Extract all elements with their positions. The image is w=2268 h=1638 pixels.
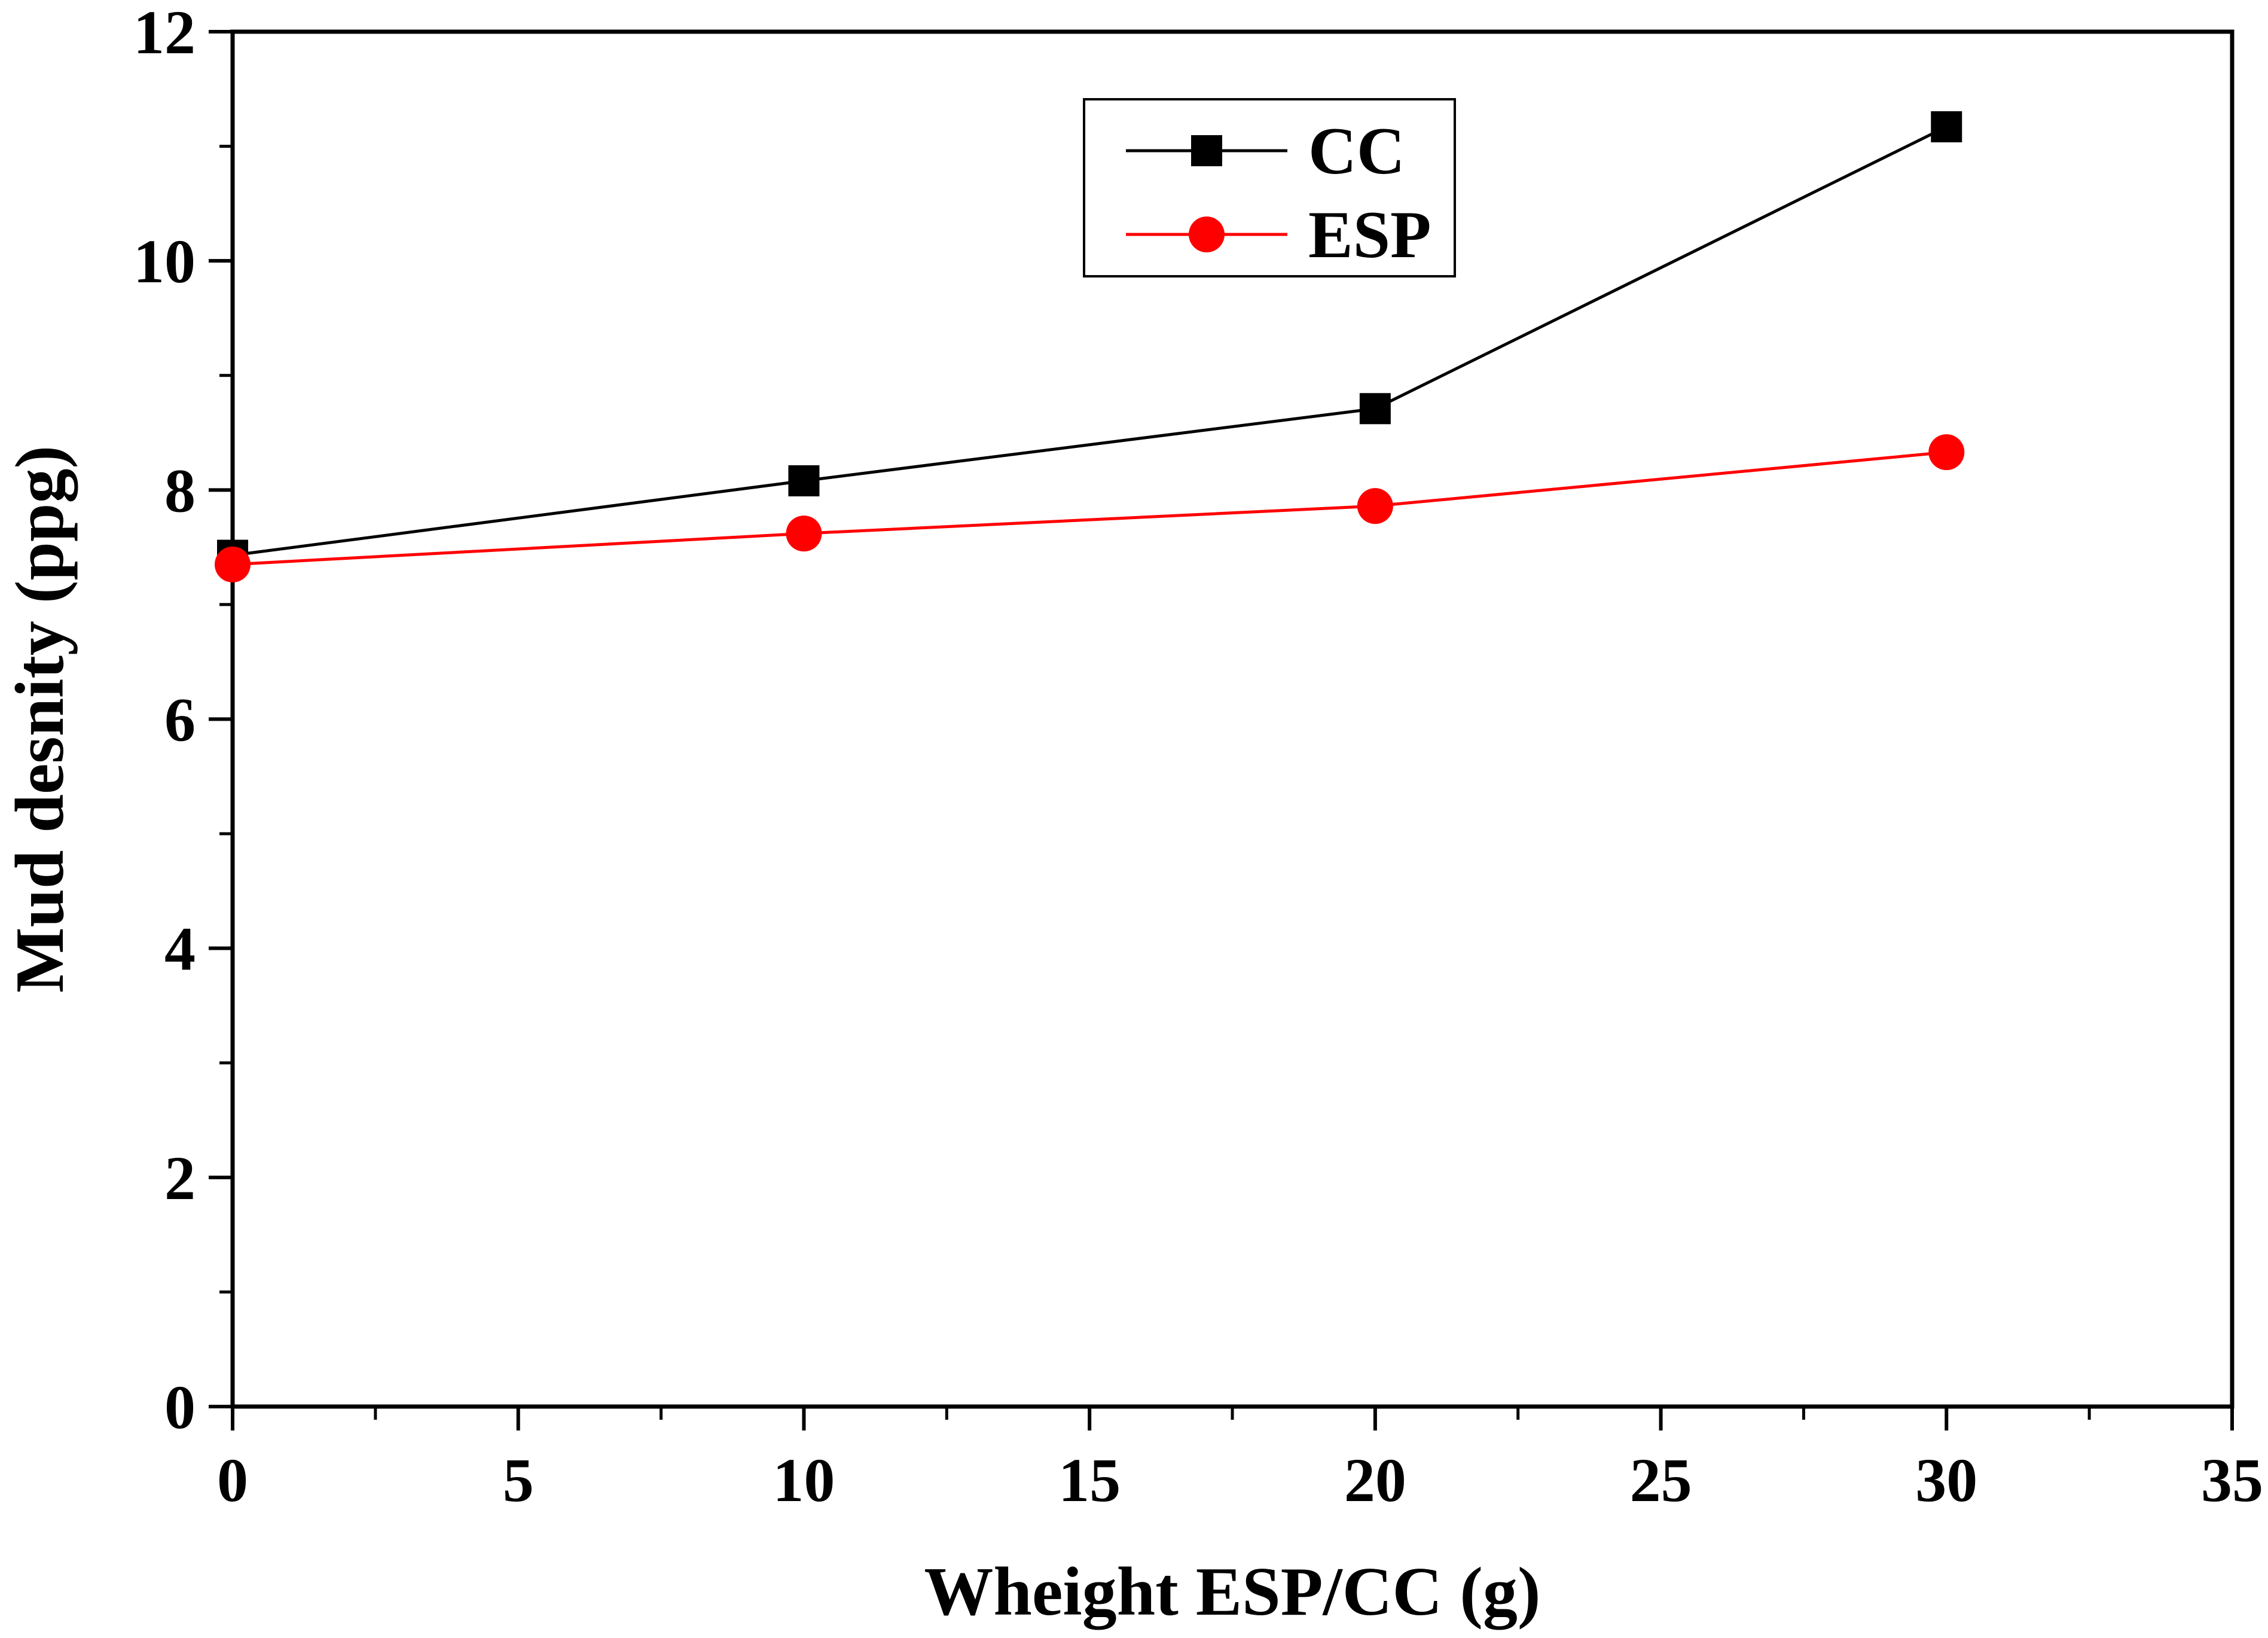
- x-tick-label: 5: [503, 1446, 534, 1515]
- series-line-esp: [232, 450, 1947, 566]
- point-cc: [1359, 393, 1391, 425]
- x-tick-label: 35: [2201, 1446, 2263, 1515]
- y-tick-label: 6: [164, 686, 196, 755]
- legend-label-esp: ESP: [1308, 198, 1431, 272]
- y-axis: 0 2 4 6 8 10 12: [133, 0, 233, 1442]
- x-tick-label: 15: [1058, 1446, 1121, 1515]
- legend-marker-esp: [1189, 216, 1225, 252]
- x-axis-title: Wheight ESP/CC (g): [924, 1554, 1540, 1630]
- y-tick-label: 2: [164, 1144, 196, 1213]
- legend-entry-esp: ESP: [1126, 198, 1431, 272]
- legend-marker-cc: [1191, 135, 1222, 166]
- y-tick-label: 10: [133, 227, 196, 296]
- y-tick-label: 4: [164, 915, 196, 984]
- point-esp: [1357, 488, 1393, 524]
- series-layer: [215, 111, 1965, 582]
- series-line-cc: [232, 125, 1948, 557]
- legend-entry-cc: CC: [1126, 114, 1405, 188]
- point-cc: [1931, 111, 1962, 143]
- y-axis-title: Mud desnity (ppg): [2, 446, 78, 993]
- y-tick-label: 8: [164, 456, 196, 525]
- x-tick-label: 20: [1344, 1446, 1406, 1515]
- y-tick-label: 12: [133, 0, 196, 67]
- legend: CC ESP: [1083, 98, 1456, 277]
- point-esp: [215, 546, 251, 582]
- x-tick-label: 10: [773, 1446, 835, 1515]
- point-cc: [788, 465, 820, 497]
- legend-box: [1083, 98, 1456, 277]
- point-esp: [786, 516, 822, 552]
- y-tick-label: 0: [164, 1373, 196, 1442]
- x-tick-label: 0: [217, 1446, 248, 1515]
- x-tick-label: 25: [1630, 1446, 1692, 1515]
- x-axis: 0 5 10 15 20 25 30 35: [217, 1407, 2263, 1515]
- x-tick-label: 30: [1915, 1446, 1977, 1515]
- point-esp: [1928, 434, 1965, 471]
- legend-label-cc: CC: [1308, 114, 1405, 188]
